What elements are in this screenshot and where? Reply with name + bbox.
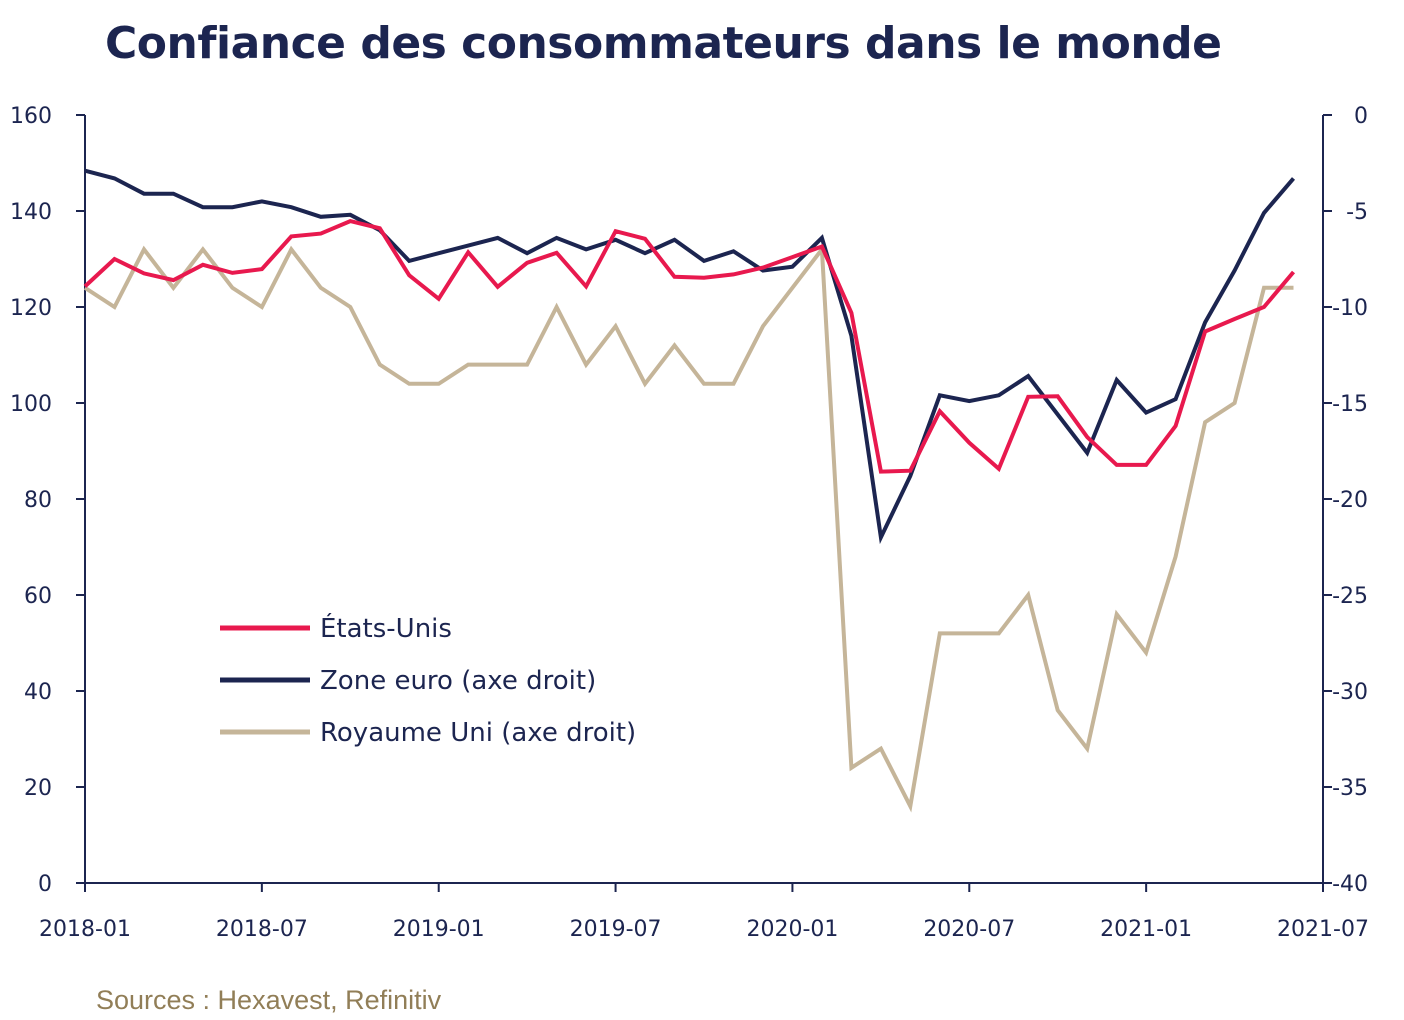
x-tick-label: 2019-07 (570, 917, 662, 942)
right-tick-label: -15 (1332, 392, 1368, 417)
right-tick-label: -40 (1332, 872, 1368, 897)
x-tick-label: 2020-07 (923, 917, 1015, 942)
chart-title: Confiance des consommateurs dans le mond… (105, 18, 1222, 69)
series-line-royaume-uni (83, 243, 1294, 813)
right-tick-label: 0 (1354, 104, 1368, 129)
right-tick-label: -35 (1332, 776, 1368, 801)
left-tick-label: 140 (10, 200, 52, 225)
x-tick-label: 2020-01 (746, 917, 838, 942)
legend-label: Zone euro (axe droit) (320, 666, 596, 696)
left-tick-label: 40 (24, 680, 52, 705)
line-chart: 0 20 40 60 80 100 120 140 160 -40 -35 -30 -25 -20 -15 -… (10, 104, 1369, 942)
legend-label: États-Unis (320, 612, 452, 644)
left-tick-label: 60 (24, 584, 52, 609)
left-tick-label: 80 (24, 488, 52, 513)
right-tick-label: -5 (1346, 200, 1368, 225)
right-tick-label: -10 (1332, 296, 1368, 321)
x-tick-label: 2021-07 (1277, 917, 1369, 942)
x-tick-label: 2019-01 (393, 917, 485, 942)
series-line-etats-unis (83, 218, 1296, 474)
series-line-zone-euro (84, 168, 1296, 545)
x-tick-label: 2018-07 (216, 917, 308, 942)
left-tick-label: 160 (10, 104, 52, 129)
right-tick-label: -30 (1332, 680, 1368, 705)
right-tick-label: -20 (1332, 488, 1368, 513)
left-tick-label: 0 (38, 872, 52, 897)
left-tick-label: 120 (10, 296, 52, 321)
left-tick-label: 20 (24, 776, 52, 801)
x-tick-label: 2021-01 (1100, 917, 1192, 942)
x-tick-label: 2018-01 (39, 917, 131, 942)
legend-label: Royaume Uni (axe droit) (320, 718, 636, 748)
left-tick-label: 100 (10, 392, 52, 417)
source-note: Sources : Hexavest, Refinitiv (96, 985, 442, 1015)
right-tick-label: -25 (1332, 584, 1368, 609)
